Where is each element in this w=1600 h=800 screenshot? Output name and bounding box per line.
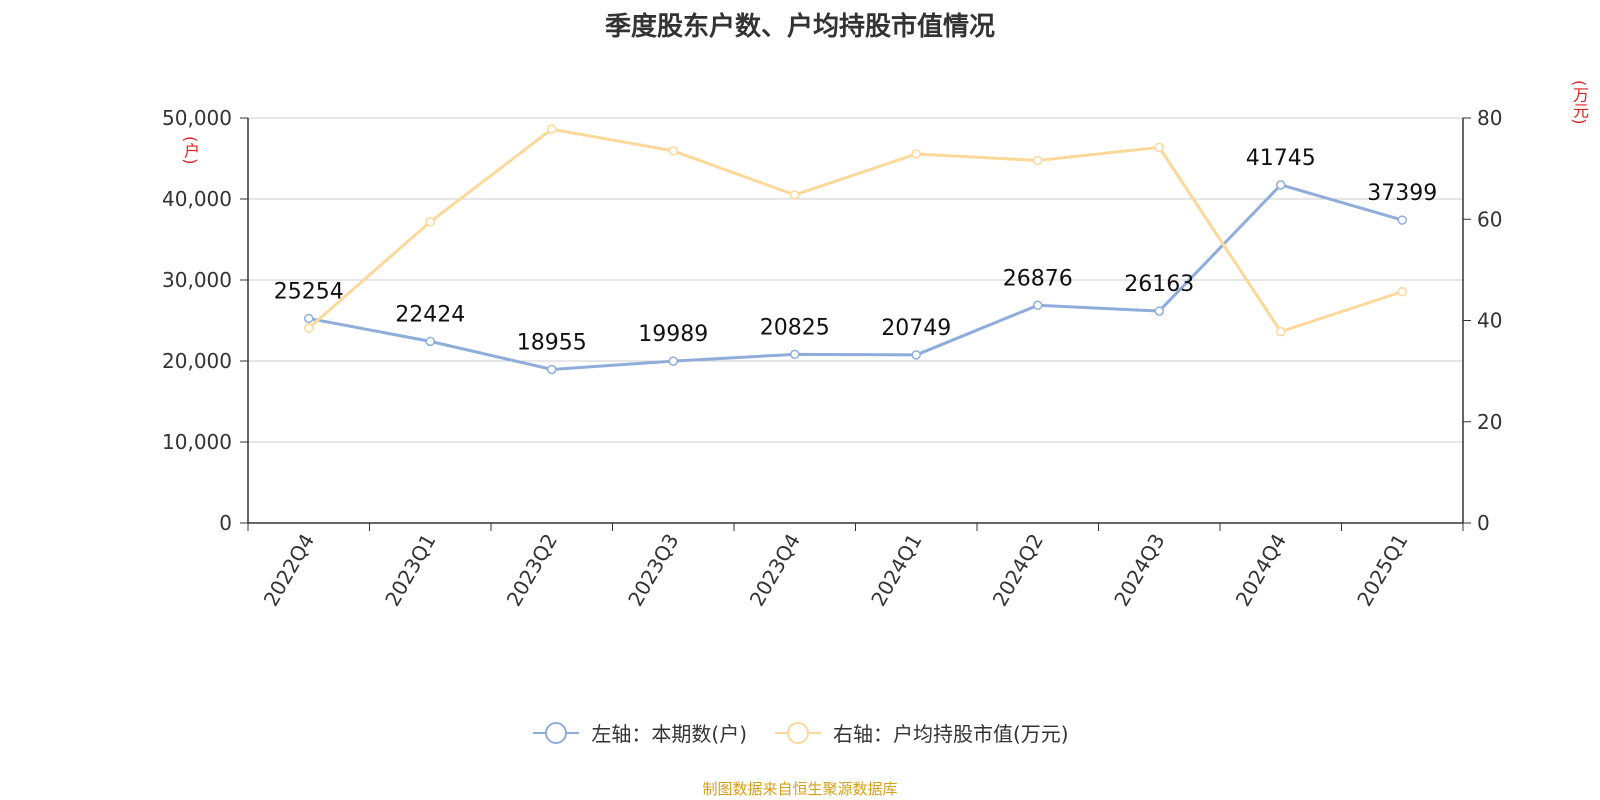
x-axis-tick-label: 2023Q2 xyxy=(502,530,562,611)
x-axis-tick-label: 2023Q4 xyxy=(745,530,805,611)
data-source: 制图数据来自恒生聚源数据库 xyxy=(702,780,898,798)
avg-value-point xyxy=(547,124,557,134)
holders-point xyxy=(668,356,678,366)
x-axis-tick-label: 2024Q3 xyxy=(1109,530,1169,611)
data-label: 26163 xyxy=(1124,272,1194,297)
data-label: 37399 xyxy=(1367,181,1437,206)
avg-value-point xyxy=(1154,142,1164,153)
line-chart: 0 10,000 20,000 30,000 40,000 50,000 0 20 40 60 80… xyxy=(162,106,1502,611)
data-label: 20749 xyxy=(881,316,951,341)
legend-item-right[interactable]: 右轴：户均持股市值(万元) xyxy=(773,718,1069,747)
avg-value-point xyxy=(304,323,314,333)
series-line-avg-value xyxy=(307,127,1403,334)
legend: 左轴：本期数(户) 右轴：户均持股市值(万元) xyxy=(0,718,1600,747)
right-axis-tick-label: 20 xyxy=(1477,410,1502,434)
avg-value-point xyxy=(790,190,800,200)
data-label: 18955 xyxy=(517,330,587,355)
x-axis-tick-label: 2025Q1 xyxy=(1352,530,1412,611)
avg-value-point xyxy=(1276,326,1286,337)
left-axis-unit: (户) xyxy=(181,136,200,165)
avg-value-point xyxy=(911,149,921,159)
x-axis-tick-label: 2024Q4 xyxy=(1231,530,1291,611)
x-axis-tick-label: 2024Q1 xyxy=(866,530,926,611)
left-axis-tick-label: 10,000 xyxy=(162,430,232,454)
right-axis-tick-label: 40 xyxy=(1477,309,1502,333)
data-label: 26876 xyxy=(1003,266,1073,291)
legend-label-right: 右轴：户均持股市值(万元) xyxy=(833,722,1069,746)
chart-title: 季度股东户数、户均持股市值情况 xyxy=(604,12,995,42)
legend-label-left: 左轴：本期数(户) xyxy=(591,722,747,746)
data-label: 22424 xyxy=(395,302,465,327)
legend-item-left[interactable]: 左轴：本期数(户) xyxy=(531,718,747,747)
holders-point xyxy=(425,336,435,347)
avg-value-point xyxy=(425,217,435,227)
avg-value-point xyxy=(668,146,678,156)
holders-point xyxy=(304,313,314,324)
left-axis-tick-label: 30,000 xyxy=(162,268,232,292)
x-axis-tick-label: 2023Q1 xyxy=(380,530,440,611)
avg-value-point xyxy=(1397,286,1407,297)
right-axis-tick-label: 0 xyxy=(1477,511,1490,535)
right-axis-tick-label: 80 xyxy=(1477,106,1502,130)
x-axis-tick-label: 2023Q3 xyxy=(623,530,683,611)
x-axis-tick-label: 2022Q4 xyxy=(259,530,319,611)
legend-marker-left-icon xyxy=(533,721,580,744)
data-label: 20825 xyxy=(760,315,830,340)
holders-point xyxy=(911,350,921,360)
data-label: 41745 xyxy=(1246,146,1316,171)
right-axis-tick-label: 60 xyxy=(1477,207,1502,231)
x-axis-tick-label: 2024Q2 xyxy=(988,530,1048,611)
series-line-holders xyxy=(308,183,1403,371)
avg-value-point xyxy=(1033,155,1043,166)
legend-marker-right-icon xyxy=(775,721,821,744)
right-axis-unit: (万元) xyxy=(1570,80,1589,125)
left-axis-tick-label: 20,000 xyxy=(162,349,232,373)
holders-point xyxy=(1033,300,1043,311)
left-axis-tick-label: 40,000 xyxy=(162,187,232,211)
data-label: 25254 xyxy=(274,279,344,304)
holders-point xyxy=(1154,306,1164,316)
left-axis-tick-label: 50,000 xyxy=(162,106,232,130)
holders-point xyxy=(547,364,557,375)
holders-point xyxy=(1397,215,1407,225)
holders-point xyxy=(1276,180,1286,190)
data-label: 19989 xyxy=(638,322,708,347)
left-axis-tick-label: 0 xyxy=(219,511,232,535)
holders-point xyxy=(790,349,800,360)
